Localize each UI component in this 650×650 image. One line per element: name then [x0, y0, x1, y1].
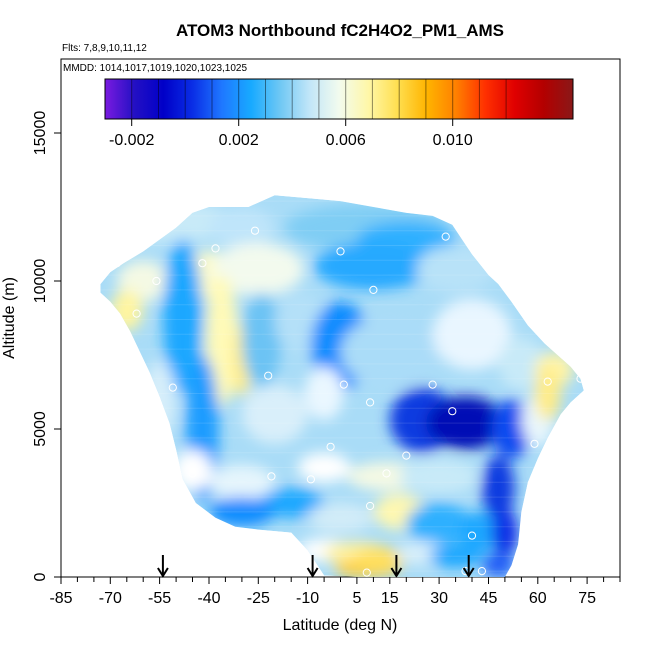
field-patch — [416, 245, 496, 293]
y-tick-label: 10000 — [32, 259, 49, 304]
x-tick-label: 45 — [480, 590, 498, 607]
field-patch — [212, 242, 305, 296]
sample-point — [168, 383, 177, 392]
x-axis-label: Latitude (deg N) — [283, 617, 398, 634]
colorbar-tick-label: 0.006 — [326, 132, 366, 149]
sample-point — [448, 407, 457, 416]
y-tick-label: 5000 — [32, 411, 49, 447]
field-patch — [491, 399, 532, 459]
sample-point — [362, 568, 371, 577]
field-patch — [205, 275, 239, 406]
sample-point — [366, 501, 375, 511]
x-tick-label: -85 — [49, 590, 72, 607]
x-tick-label: -70 — [99, 590, 122, 607]
colorbar-tick-label: 0.002 — [219, 132, 259, 149]
y-axis-label: Altitude (m) — [1, 277, 18, 359]
field-patch — [534, 366, 561, 421]
x-tick-label: -10 — [296, 590, 319, 607]
field-patch — [209, 497, 275, 527]
field-patch — [498, 337, 545, 391]
field-patch — [399, 458, 479, 495]
colorbar: -0.002 0.002 0.006 0.010 — [104, 78, 574, 149]
sample-point — [152, 276, 161, 286]
field-patch — [241, 292, 282, 388]
latitude-marker-arrow — [390, 555, 403, 578]
sample-point — [477, 567, 486, 576]
field-patch — [353, 547, 407, 571]
field-patch — [172, 449, 213, 492]
flights-note: Flts: 7,8,9,10,11,12 — [62, 43, 147, 54]
x-tick-label: 30 — [430, 590, 448, 607]
sample-point — [366, 398, 375, 407]
field-patch — [209, 464, 275, 501]
colorbar-tick-label: -0.002 — [109, 132, 154, 149]
sample-point — [530, 439, 539, 448]
chart-title: ATOM3 Northbound fC2H4O2_PM1_AMS — [176, 21, 504, 40]
field-patch — [426, 396, 505, 450]
sample-point — [543, 377, 552, 386]
sample-point — [326, 442, 335, 451]
sample-point — [112, 259, 122, 268]
sample-point — [520, 555, 529, 564]
sample-point — [211, 244, 220, 253]
x-tick-label: -55 — [148, 590, 171, 607]
sample-point — [441, 232, 450, 241]
sample-point — [339, 380, 348, 389]
sample-points — [112, 226, 585, 577]
sample-point — [336, 247, 345, 256]
sample-point — [172, 481, 181, 490]
field-patch — [340, 316, 440, 388]
dates-note: MMDD: 1014,1017,1019,1020,1023,1025 — [63, 63, 247, 74]
y-tick-label: 15000 — [32, 111, 49, 156]
field-patch — [163, 239, 203, 394]
colorbar-gradient — [104, 78, 574, 120]
sample-point — [369, 285, 378, 294]
field-patch — [481, 455, 515, 521]
latitude-marker-arrow — [462, 555, 475, 578]
field-patch — [458, 511, 499, 554]
sample-point — [576, 374, 585, 383]
latitude-marker-arrow — [157, 555, 169, 578]
sample-point — [264, 371, 273, 380]
latitude-marker-arrow — [306, 555, 319, 578]
altitude-latitude-field — [100, 195, 584, 577]
colorbar-ticks: -0.002 0.002 0.006 0.010 — [109, 119, 473, 149]
field-patch — [481, 553, 515, 577]
x-tick-label: 60 — [529, 590, 547, 607]
field-patch — [143, 360, 177, 438]
field-patch — [314, 242, 433, 290]
x-tick-label: -25 — [247, 590, 270, 607]
x-tick-label: 75 — [578, 590, 596, 607]
x-tick-label: -40 — [197, 590, 220, 607]
y-tick-label: 0 — [32, 572, 49, 581]
field-patch — [406, 503, 472, 545]
field-patch — [304, 366, 344, 421]
field-patch — [491, 508, 519, 557]
field-patch — [258, 488, 325, 518]
sample-point — [267, 472, 276, 481]
colorbar-tick-label: 0.010 — [433, 132, 473, 149]
field-patch — [432, 298, 512, 370]
x-tick-label: 5 — [352, 590, 361, 607]
x-tick-label: 15 — [381, 590, 399, 607]
colorbar-bins — [131, 79, 507, 119]
y-axis: 0 5000 10000 15000 — [32, 111, 61, 581]
sample-point — [382, 469, 391, 478]
sample-point — [402, 451, 411, 460]
latitude-markers — [157, 555, 475, 578]
sample-point — [467, 531, 477, 540]
sample-point — [132, 309, 141, 318]
sample-point — [306, 475, 315, 484]
field-patch — [241, 384, 308, 444]
field-patch — [209, 207, 275, 249]
sample-point — [198, 259, 207, 268]
x-axis: -85 -70 -55 -40 -25 -10 5 15 30 45 60 75 — [49, 577, 621, 607]
sample-point — [188, 469, 197, 478]
field-patch — [297, 452, 351, 483]
field-patch — [307, 503, 374, 533]
sample-point — [428, 380, 437, 389]
sample-point — [250, 226, 260, 235]
